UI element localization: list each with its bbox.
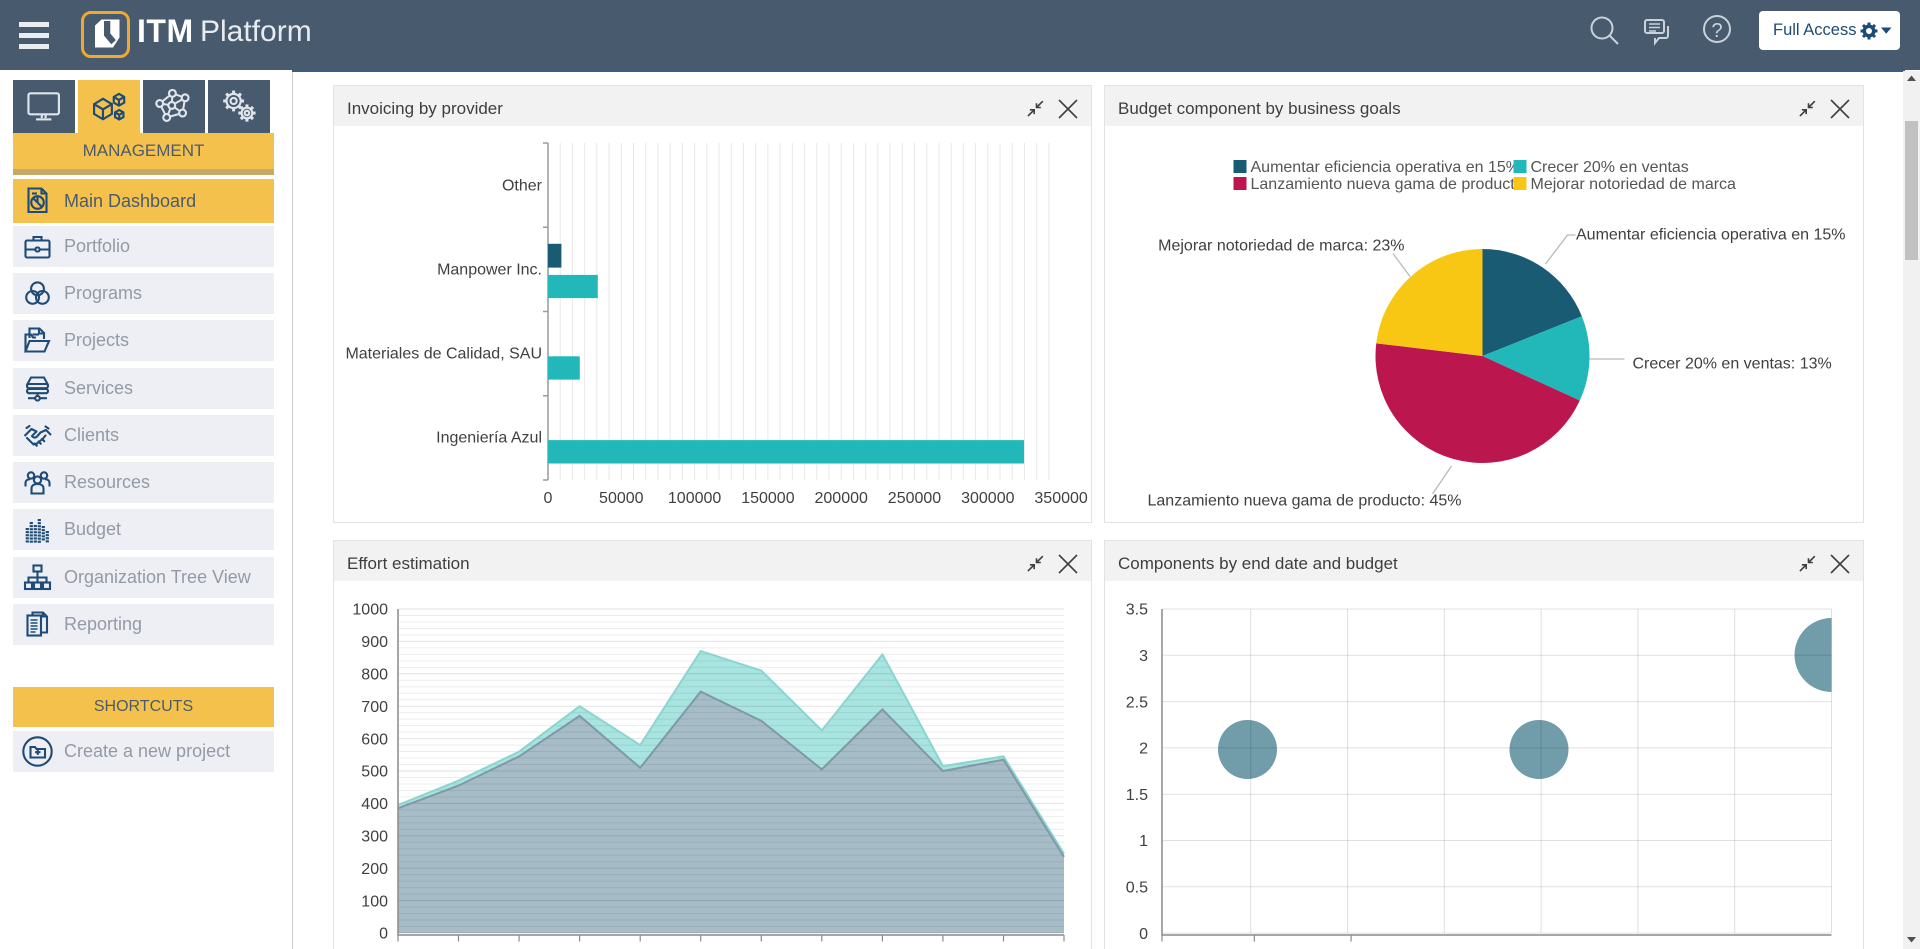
svg-text:Manpower Inc.: Manpower Inc. — [437, 262, 542, 279]
svg-text:?: ? — [1711, 20, 1722, 42]
svg-text:Other: Other — [502, 178, 543, 195]
svg-text:2: 2 — [1139, 741, 1148, 758]
svg-text:Ingeniería Azul: Ingeniería Azul — [436, 430, 542, 447]
svg-text:200: 200 — [361, 861, 388, 878]
svg-text:1.5: 1.5 — [1126, 787, 1148, 804]
svg-text:0: 0 — [379, 926, 388, 943]
svg-text:50000: 50000 — [599, 490, 644, 507]
svg-text:0: 0 — [1139, 926, 1148, 943]
svg-text:3: 3 — [1139, 648, 1148, 665]
svg-text:Crecer 20% en ventas: Crecer 20% en ventas — [1531, 159, 1689, 176]
svg-text:150000: 150000 — [741, 490, 794, 507]
svg-text:100: 100 — [361, 893, 388, 910]
svg-text:Lanzamiento nueva gama de prod: Lanzamiento nueva gama de producto: 45% — [1148, 493, 1462, 510]
svg-text:0.5: 0.5 — [1126, 880, 1148, 897]
svg-text:400: 400 — [361, 796, 388, 813]
svg-text:3.5: 3.5 — [1126, 602, 1148, 619]
svg-text:1: 1 — [1139, 833, 1148, 850]
svg-text:Crecer 20% en ventas: 13%: Crecer 20% en ventas: 13% — [1633, 356, 1832, 373]
svg-text:Materiales de Calidad, SAU: Materiales de Calidad, SAU — [345, 346, 542, 363]
svg-text:1000: 1000 — [352, 602, 388, 619]
svg-text:300000: 300000 — [961, 490, 1014, 507]
svg-text:Mejorar notoriedad de marca: Mejorar notoriedad de marca — [1531, 176, 1737, 193]
svg-text:0: 0 — [544, 490, 553, 507]
svg-text:900: 900 — [361, 634, 388, 651]
svg-text:Lanzamiento nueva gama de prod: Lanzamiento nueva gama de producto — [1251, 176, 1524, 193]
svg-text:Mejorar notoriedad de marca: 2: Mejorar notoriedad de marca: 23% — [1158, 238, 1404, 255]
svg-text:Aumentar eficiencia operativa: Aumentar eficiencia operativa en 15% — [1576, 227, 1846, 244]
svg-text:200000: 200000 — [815, 490, 868, 507]
svg-text:350000: 350000 — [1034, 490, 1087, 507]
svg-text:300: 300 — [361, 829, 388, 846]
svg-text:700: 700 — [361, 699, 388, 716]
svg-text:100000: 100000 — [668, 490, 721, 507]
svg-text:250000: 250000 — [888, 490, 941, 507]
svg-text:500: 500 — [361, 764, 388, 781]
svg-text:600: 600 — [361, 731, 388, 748]
svg-text:800: 800 — [361, 667, 388, 684]
svg-text:Aumentar eficiencia operativa: Aumentar eficiencia operativa en 15% — [1251, 159, 1521, 176]
svg-text:2.5: 2.5 — [1126, 694, 1148, 711]
